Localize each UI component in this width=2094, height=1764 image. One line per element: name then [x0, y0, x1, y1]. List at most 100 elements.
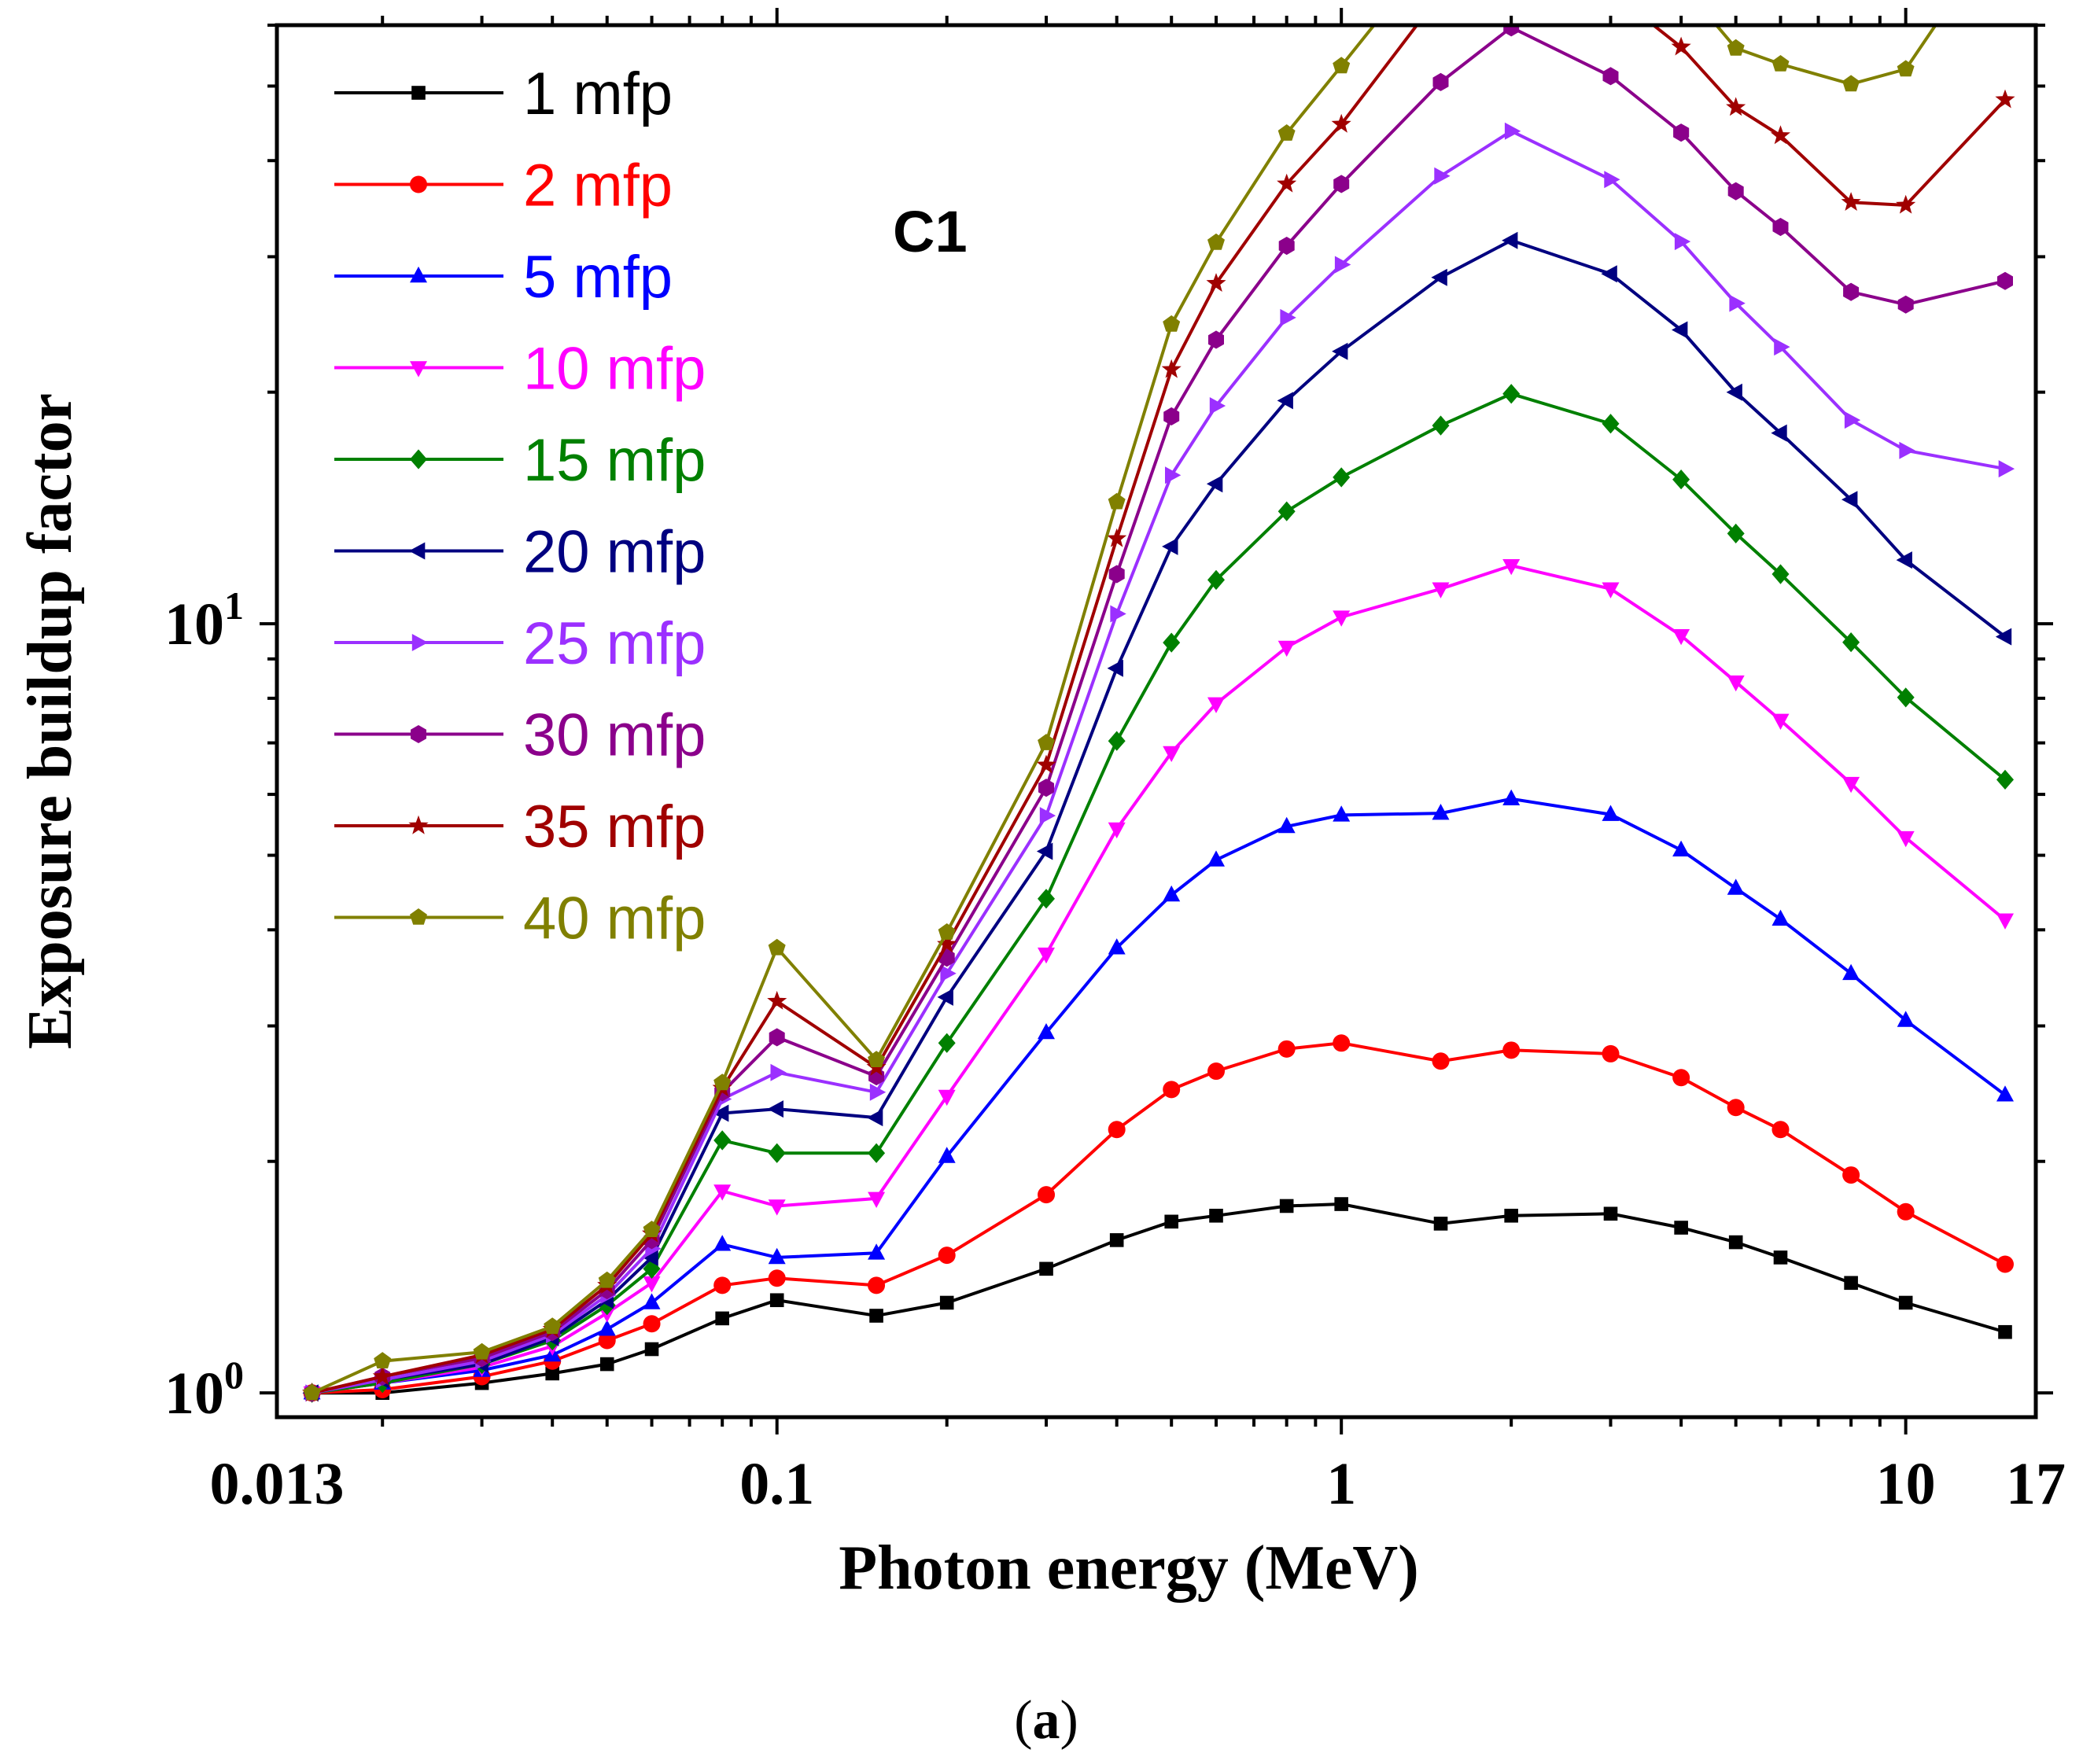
data-point — [768, 938, 786, 956]
legend-label: 20 mfp — [523, 519, 706, 586]
data-point — [1039, 1261, 1053, 1276]
data-point — [1727, 523, 1745, 543]
series-1-mfp — [304, 1197, 2012, 1400]
data-point — [713, 1104, 729, 1122]
legend-marker — [410, 449, 427, 470]
data-point — [1432, 582, 1450, 598]
data-point — [1899, 441, 1915, 459]
data-point — [1842, 75, 1860, 92]
data-point — [1674, 233, 1691, 251]
data-point — [1727, 1099, 1745, 1117]
data-point — [1434, 167, 1451, 185]
data-point — [1602, 805, 1620, 821]
y-tick-label: 100 — [164, 1353, 244, 1427]
data-point — [770, 1063, 787, 1081]
data-point — [1110, 605, 1126, 623]
data-point — [1109, 1233, 1124, 1247]
data-point — [1277, 640, 1296, 657]
legend-label: 2 mfp — [523, 153, 673, 219]
data-point — [643, 1315, 661, 1333]
data-point — [769, 1028, 785, 1047]
legend-marker — [410, 266, 427, 283]
data-point — [1277, 816, 1296, 834]
data-point — [768, 1247, 786, 1265]
legend-label: 5 mfp — [523, 244, 673, 311]
legend-item: 15 mfp — [334, 427, 706, 494]
data-point — [1209, 397, 1226, 414]
data-point — [1770, 125, 1790, 145]
data-point — [1672, 470, 1690, 490]
data-point — [1333, 805, 1351, 822]
data-point — [1896, 551, 1912, 569]
data-point — [1165, 466, 1182, 484]
data-point — [713, 1073, 732, 1091]
data-point — [643, 1276, 661, 1293]
data-point — [1995, 89, 2015, 109]
legend-item: 5 mfp — [334, 244, 673, 311]
data-point — [1897, 687, 1915, 708]
data-point — [1843, 282, 1860, 301]
data-point — [867, 1109, 883, 1127]
data-point — [1333, 57, 1351, 74]
data-point — [1774, 338, 1790, 356]
series-line — [312, 564, 2007, 1395]
data-point — [598, 1320, 616, 1336]
data-point — [1039, 807, 1056, 825]
data-point — [1771, 564, 1790, 584]
data-point — [768, 1199, 786, 1216]
data-point — [545, 1366, 560, 1381]
data-point — [598, 1271, 616, 1288]
x-tick-label: 10 — [1876, 1451, 1936, 1517]
data-point — [1842, 1166, 1860, 1184]
data-point — [1108, 822, 1126, 839]
data-point — [1277, 124, 1296, 141]
data-point — [1431, 268, 1447, 286]
data-point — [1727, 182, 1744, 201]
legend-label: 35 mfp — [523, 794, 706, 860]
legend-marker — [410, 175, 427, 193]
data-point — [1503, 25, 1520, 37]
data-point — [1432, 1052, 1450, 1070]
data-point — [1277, 392, 1293, 410]
data-point — [544, 1317, 562, 1335]
figure-caption: (a) — [1014, 1690, 1078, 1751]
legend-item: 40 mfp — [334, 886, 706, 952]
data-point — [1897, 295, 1914, 314]
x-axis-title: Photon energy (MeV) — [839, 1534, 1419, 1603]
data-point — [1897, 1011, 1915, 1027]
data-point — [1432, 415, 1450, 436]
data-point — [1502, 384, 1521, 404]
data-point — [1108, 731, 1126, 751]
data-point — [1504, 1208, 1518, 1223]
data-point — [1036, 842, 1053, 860]
data-point — [1431, 0, 1451, 2]
data-point — [1996, 1255, 2014, 1273]
data-point — [1771, 1121, 1790, 1139]
data-point — [1896, 194, 1916, 214]
data-point — [1674, 1221, 1688, 1235]
data-point — [1333, 175, 1350, 193]
plot-frame — [275, 23, 2038, 1420]
y-axis-title: Exposure buildup factor — [16, 393, 85, 1049]
data-point — [937, 934, 957, 953]
data-point — [1331, 113, 1351, 133]
data-point — [644, 1342, 659, 1357]
data-point — [1672, 840, 1690, 856]
legend-item: 20 mfp — [334, 519, 706, 586]
data-point — [1278, 237, 1295, 256]
data-point — [938, 1033, 956, 1053]
data-point — [1038, 1023, 1055, 1040]
data-point — [1771, 713, 1790, 730]
x-tick-label: 0.1 — [739, 1451, 814, 1517]
data-point — [768, 1143, 786, 1163]
data-point — [1333, 467, 1351, 488]
data-point — [473, 1342, 491, 1360]
data-point — [1432, 804, 1450, 820]
data-point — [1163, 315, 1181, 332]
series-10-mfp — [303, 559, 2014, 1403]
data-point — [1727, 39, 1745, 56]
data-point — [1996, 1085, 2014, 1102]
data-point — [1163, 885, 1181, 902]
data-point — [868, 1191, 886, 1208]
